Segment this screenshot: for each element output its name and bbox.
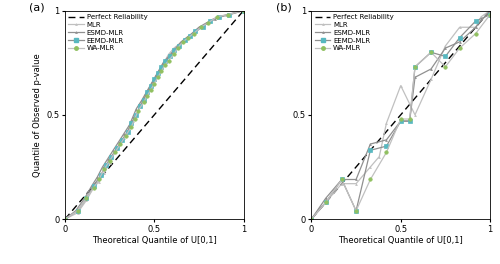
Legend: Perfect Reliability, MLR, ESMD-MLR, EEMD-MLR, WA-MLR: Perfect Reliability, MLR, ESMD-MLR, EEMD… bbox=[314, 13, 395, 53]
Legend: Perfect Reliability, MLR, ESMD-MLR, EEMD-MLR, WA-MLR: Perfect Reliability, MLR, ESMD-MLR, EEMD… bbox=[67, 13, 148, 53]
X-axis label: Theoretical Quantile of U[0,1]: Theoretical Quantile of U[0,1] bbox=[92, 237, 216, 246]
X-axis label: Theoretical Quantile of U[0,1]: Theoretical Quantile of U[0,1] bbox=[338, 237, 463, 246]
Text: (b): (b) bbox=[276, 2, 291, 12]
Y-axis label: Quantile of Observed p-value: Quantile of Observed p-value bbox=[33, 53, 42, 177]
Text: (a): (a) bbox=[30, 2, 45, 12]
